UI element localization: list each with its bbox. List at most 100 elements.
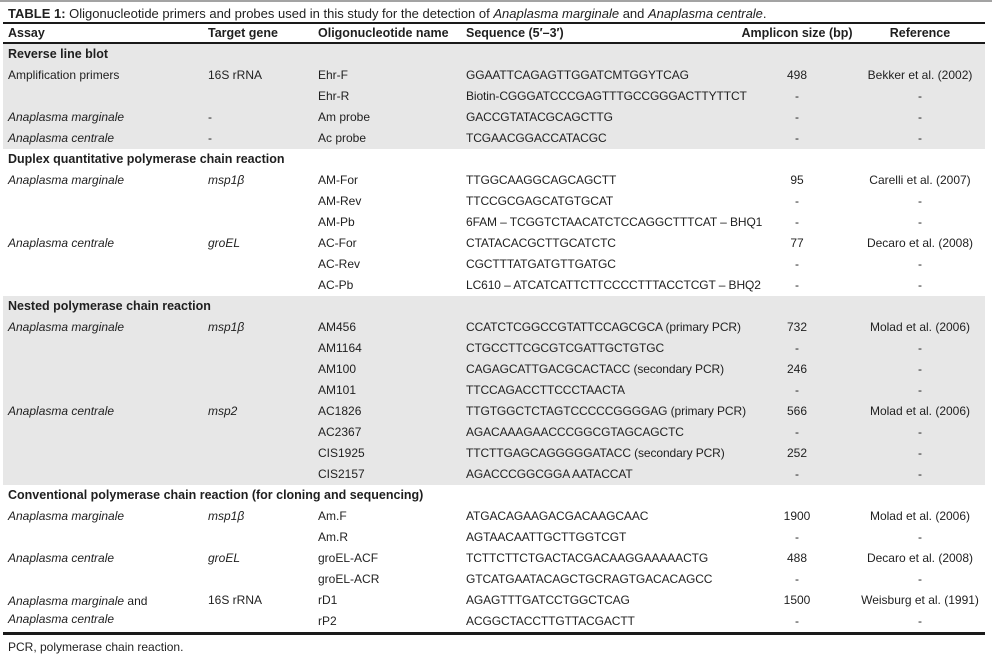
cell-target-gene: - [208, 110, 212, 124]
cell-amplicon-size: - [795, 383, 799, 397]
cell-sequence: TTGGCAAGGCAGCAGCTT [466, 173, 617, 187]
cell-sequence: TCGAACGGACCATACGC [466, 131, 607, 145]
cell-reference: - [918, 425, 922, 439]
cell-target-gene [203, 191, 313, 212]
cell-assay [3, 338, 203, 359]
cell-sequence: TTCTTGAGCAGGGGGATACC (secondary PCR) [466, 446, 725, 460]
cell-oligo-name: groEL-ACR [318, 572, 380, 586]
table-row: groEL-ACR GTCATGAATACAGCTGCRAGTGACACAGCC -… [3, 569, 985, 590]
text-segment: TABLE 1: [8, 6, 66, 21]
primers-table: Assay Target gene Oligonucleotide name Sequ… [3, 22, 985, 635]
text-segment: Anaplasma centrale [8, 131, 115, 145]
cell-reference: - [918, 362, 922, 376]
cell-assay [3, 275, 203, 296]
assay-section: Nested polymerase chain reaction Anaplasm… [3, 296, 985, 485]
cell-oligo-name: Am probe [318, 110, 371, 124]
cell-assay [3, 611, 203, 632]
text-segment: Anaplasma centrale [648, 6, 763, 21]
text-segment: and [124, 594, 148, 608]
cell-amplicon-size: - [795, 131, 799, 145]
cell-sequence: CCATCTCGGCCGTATTCCAGCGCA (primary PCR) [466, 320, 741, 334]
cell-amplicon-size: 95 [790, 173, 804, 187]
table-header-row: Assay Target gene Oligonucleotide name Sequ… [3, 22, 985, 44]
text-segment: Anaplasma centrale [8, 551, 115, 565]
table-row: Anaplasma marginale msp1β Am.F ATGACAGAAGAC… [3, 506, 985, 527]
table-row: Anaplasma marginale msp1β AM-For TTGGCAAGGC… [3, 170, 985, 191]
cell-oligo-name: AC-For [318, 236, 357, 250]
cell-sequence: Biotin-CGGGATCCCGAGTTTGCCGGGACTTYTTCT [466, 89, 747, 103]
cell-oligo-name: AC-Pb [318, 278, 354, 292]
cell-oligo-name: rP2 [318, 614, 337, 628]
cell-assay: Anaplasma marginale [3, 170, 203, 191]
cell-oligo-name: AC-Rev [318, 257, 361, 271]
cell-amplicon-size: 498 [786, 68, 808, 82]
text-segment: Anaplasma marginale [8, 509, 125, 523]
cell-sequence: ATGACAGAAGACGACAAGCAAC [466, 509, 649, 523]
table-row: AM-Pb 6FAM – TCGGTCTAACATCTCCAGGCTTTCAT –… [3, 212, 985, 233]
section-header-row: Reverse line blot [8, 47, 109, 61]
cell-assay: Amplification primers [8, 68, 120, 82]
text-segment: Anaplasma marginale [8, 594, 125, 608]
table-row: Ehr-R Biotin-CGGGATCCCGAGTTTGCCGGGACTTYTT… [3, 86, 985, 107]
cell-assay: Anaplasma centrale [3, 548, 203, 569]
table-title: TABLE 1: Oligonucleotide primers and pro… [0, 2, 992, 22]
table-row: Anaplasma centrale - Ac probe TCGAACGGACCAT… [3, 128, 985, 149]
cell-target-gene: groEL [203, 548, 313, 569]
cell-target-gene: - [208, 131, 212, 145]
text-segment: msp1β [208, 509, 245, 523]
cell-reference: Bekker et al. (2002) [867, 68, 973, 82]
table-row: AM100 CAGAGCATTGACGCACTACC (secondary PCR… [3, 359, 985, 380]
cell-assay [3, 254, 203, 275]
column-header-target-gene: Target gene [208, 26, 278, 40]
cell-oligo-name: AM-Rev [318, 194, 362, 208]
cell-reference: - [918, 446, 922, 460]
cell-target-gene: msp1β [203, 317, 313, 338]
cell-reference: - [918, 110, 922, 124]
cell-reference: - [918, 530, 922, 544]
table-row: Anaplasma marginale and Anaplasma central… [3, 590, 985, 626]
cell-assay: Anaplasma marginale [3, 506, 203, 527]
cell-target-gene: msp1β [203, 170, 313, 191]
text-segment: msp1β [208, 173, 245, 187]
table-row: AM101 TTCCAGACCTTCCCTAACTA - - [3, 380, 985, 401]
cell-target-gene [203, 527, 313, 548]
table-row: AC-Rev CGCTTTATGATGTTGATGC - - [3, 254, 985, 275]
table-row: Anaplasma marginale - Am probe GACCGTATACGC… [3, 107, 985, 128]
text-segment: Oligonucleotide primers and probes used … [65, 6, 494, 21]
cell-sequence: ACGGCTACCTTGTTACGACTT [466, 614, 635, 628]
cell-target-gene: msp1β [203, 506, 313, 527]
cell-reference: - [918, 131, 922, 145]
cell-assay [3, 86, 203, 107]
cell-oligo-name: rD1 [318, 593, 338, 607]
cell-sequence: AGAGTTTGATCCTGGCTCAG [466, 593, 630, 607]
column-header-oligo-name: Oligonucleotide name [318, 26, 449, 40]
cell-oligo-name: AM101 [318, 383, 357, 397]
text-segment: groEL [208, 236, 241, 250]
cell-target-gene: msp2 [203, 401, 313, 422]
cell-reference: - [918, 257, 922, 271]
cell-reference: Decaro et al. (2008) [866, 236, 974, 250]
table-body: Reverse line blot Amplification primers 16… [3, 44, 985, 632]
section-header-row: Nested polymerase chain reaction [8, 299, 211, 313]
assay-section: Duplex quantitative polymerase chain rea… [3, 149, 985, 296]
text-segment: Anaplasma marginale [8, 320, 125, 334]
column-header-amplicon-size: Amplicon size (bp) [741, 26, 853, 40]
cell-target-gene [203, 464, 313, 485]
cell-reference: Molad et al. (2006) [869, 320, 971, 334]
cell-assay [3, 212, 203, 233]
cell-target-gene [203, 611, 313, 632]
cell-target-gene [203, 212, 313, 233]
cell-sequence: TTGTGGCTCTAGTCCCCCGGGGAG (primary PCR) [466, 404, 746, 418]
cell-target-gene [203, 275, 313, 296]
table-row: CIS1925 TTCTTGAGCAGGGGGATACC (secondary P… [3, 443, 985, 464]
cell-amplicon-size: - [795, 110, 799, 124]
cell-assay: Anaplasma marginale [3, 317, 203, 338]
cell-amplicon-size: - [795, 572, 799, 586]
cell-assay [3, 380, 203, 401]
cell-reference: - [918, 614, 922, 628]
cell-amplicon-size: - [795, 341, 799, 355]
cell-oligo-name: Am.F [318, 509, 347, 523]
cell-amplicon-size: 246 [786, 362, 808, 376]
cell-assay [3, 359, 203, 380]
table-row: Anaplasma centrale groEL groEL-ACF TCTTCTTC… [3, 548, 985, 569]
